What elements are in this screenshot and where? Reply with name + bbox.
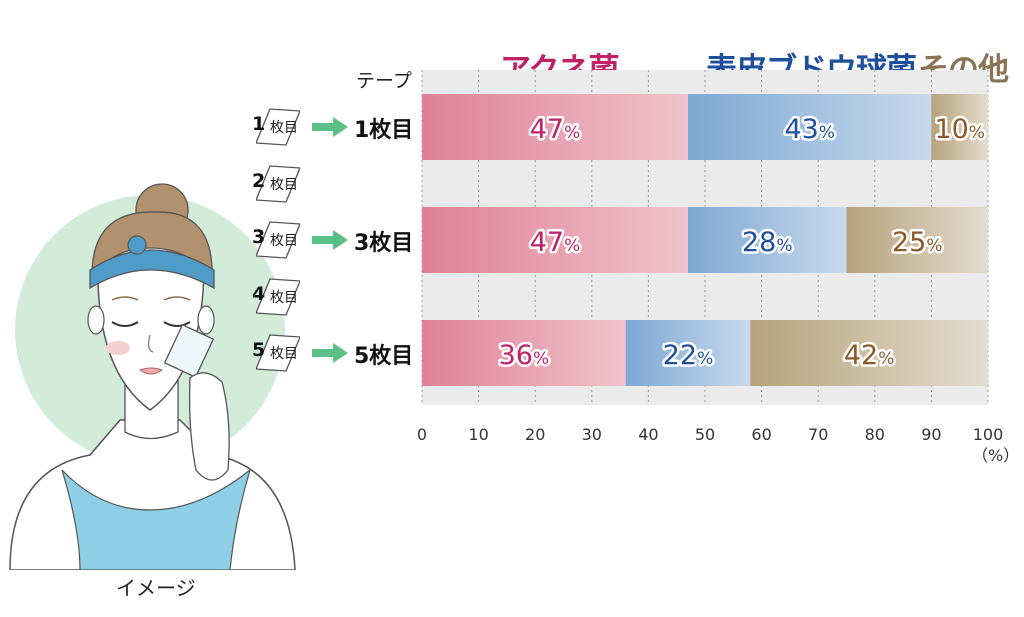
tape-suffix: 枚目 [270, 290, 298, 306]
x-tick-label: 10 [468, 425, 488, 444]
bar-value-label: 47% [530, 114, 581, 145]
bar-value-label: 28% [742, 227, 793, 258]
tape-number: 1 [252, 113, 266, 135]
right-brow [163, 296, 191, 301]
tape-item: 1 枚目 [242, 107, 314, 147]
bar-segment [688, 94, 932, 160]
tape-suffix: 枚目 [270, 177, 298, 193]
tape-suffix: 枚目 [270, 233, 298, 249]
left-cheek [106, 341, 130, 355]
tape-axis-label: テープ [356, 70, 412, 92]
right-ear [197, 305, 215, 335]
bar-segment [422, 94, 689, 160]
right-eye [163, 321, 191, 327]
bar-segment [931, 94, 988, 160]
x-tick-label: 40 [638, 425, 658, 444]
x-tick-label: 30 [582, 425, 602, 444]
nose [147, 334, 154, 353]
bar-segment [422, 320, 626, 386]
woman-illustration [9, 183, 296, 570]
tape-number: 3 [252, 226, 266, 248]
x-axis-unit: （%） [972, 446, 1020, 465]
arrow-icon [312, 117, 348, 137]
bar-value-label: 42% [844, 340, 895, 371]
tape-suffix: 枚目 [270, 346, 298, 362]
row-label: 1枚目 [354, 118, 414, 143]
tape-item: 2 枚目 [242, 164, 314, 204]
tape-number: 4 [252, 283, 266, 305]
left-ear [87, 305, 105, 335]
x-tick-label: 0 [417, 425, 427, 444]
bar-segment [625, 320, 751, 386]
tape-diamond-icon [256, 221, 300, 259]
x-tick-label: 100 [973, 425, 1004, 444]
bar-segment [422, 207, 689, 273]
tape-number: 5 [252, 339, 266, 361]
bar-value-label: 36% [499, 340, 550, 371]
arrow-icon [312, 230, 348, 250]
left-brow [111, 296, 139, 301]
left-eye [111, 321, 139, 327]
bar-value-label: 25% [892, 227, 943, 258]
bar-value-label: 43% [784, 114, 835, 145]
tape-number: 2 [252, 170, 266, 192]
hand-shape [188, 372, 230, 481]
bar-segment [846, 207, 988, 273]
tape-item: 5 枚目 [242, 333, 314, 373]
x-tick-label: 70 [808, 425, 828, 444]
tape-diamond-icon [256, 165, 300, 203]
headband-knot [127, 235, 147, 255]
bar-value-label: 22% [663, 340, 714, 371]
x-tick-label: 80 [865, 425, 885, 444]
dress-body [61, 468, 252, 570]
bar-value-label: 10% [934, 114, 985, 145]
row-label: 3枚目 [354, 231, 414, 256]
tape-item: 3 枚目 [242, 220, 314, 260]
bar-segment [750, 320, 988, 386]
x-tick-label: 90 [921, 425, 941, 444]
tape-diamond-icon [256, 108, 300, 146]
bar-segment [688, 207, 847, 273]
arrow-icon [312, 343, 348, 363]
tape-diamond-icon [256, 334, 300, 372]
x-tick-label: 50 [695, 425, 715, 444]
illustration-caption: イメージ [116, 576, 196, 600]
tape-patch [163, 323, 215, 379]
tape-item: 4 枚目 [242, 277, 314, 317]
tape-suffix: 枚目 [270, 120, 298, 136]
x-tick-label: 60 [751, 425, 771, 444]
x-tick-label: 20 [525, 425, 545, 444]
tape-diamond-icon [256, 278, 300, 316]
lips [138, 367, 164, 375]
bar-value-label: 47% [530, 227, 581, 258]
row-label: 5枚目 [354, 344, 414, 369]
headband-shape [89, 249, 215, 290]
